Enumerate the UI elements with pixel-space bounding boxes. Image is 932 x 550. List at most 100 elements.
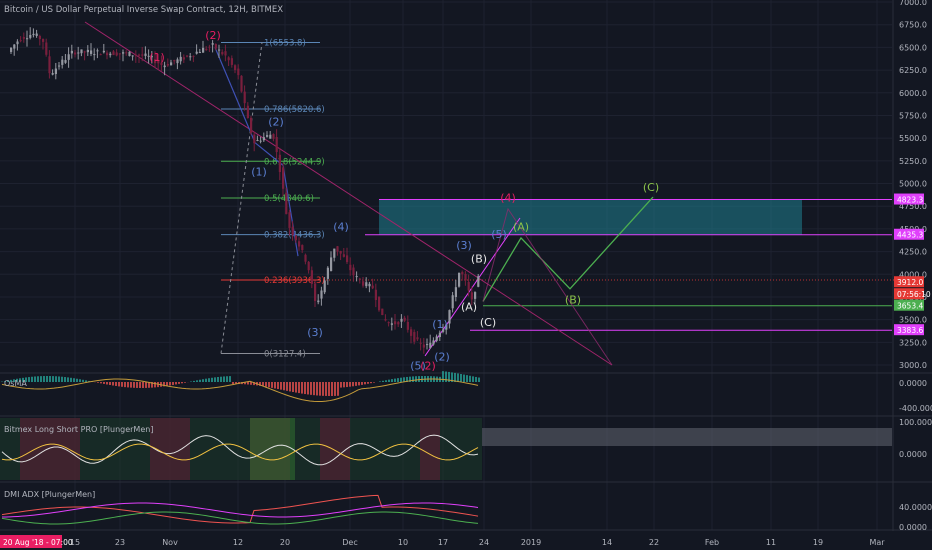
candle [160, 55, 163, 71]
candle-body [234, 65, 237, 70]
bitmex-long-short-pane[interactable]: 100.0000 0.0000 [0, 418, 932, 480]
price-tag: 3653.4 [897, 302, 923, 311]
wave-label: (2) [205, 29, 221, 42]
candle-body [259, 140, 262, 142]
osma-signal [1, 378, 479, 403]
candle-body [122, 52, 125, 54]
candle [291, 221, 294, 241]
candle [474, 291, 477, 305]
candle [330, 251, 333, 272]
candle-body [269, 134, 272, 139]
candle-body [83, 51, 86, 53]
candle-body [10, 47, 13, 52]
candle-body [371, 285, 374, 289]
chart-title: Bitcoin / US Dollar Perpetual Inverse Sw… [4, 5, 283, 15]
candle-body [208, 46, 211, 48]
wave-label: (3) [307, 326, 323, 339]
candle-body [58, 65, 61, 67]
osma-tick: -400.0000 [899, 404, 932, 413]
candle [246, 102, 249, 119]
candle-body [128, 51, 131, 56]
price-tick: 3500.0 [899, 316, 927, 325]
candle-body [227, 57, 230, 61]
candle [333, 248, 336, 262]
price-axis[interactable]: 7000.0 6750.0 6500.0 6250.0 6000.0 5750.0 5500… [894, 0, 931, 370]
candle-body [67, 54, 70, 60]
candle [170, 59, 173, 66]
candle-body [147, 55, 150, 57]
price-tag-bg [894, 193, 924, 205]
candle [461, 270, 464, 281]
candle-body [410, 329, 413, 336]
ls-tick: 100.0000 [899, 418, 932, 427]
price-tick: 5250.0 [899, 157, 927, 166]
candle [112, 50, 115, 56]
candle [154, 51, 157, 68]
candle [195, 44, 198, 55]
candle-body [442, 329, 445, 332]
candle [67, 47, 70, 68]
candle-body [125, 52, 128, 54]
candle-body [86, 49, 89, 53]
candle-body [166, 64, 169, 66]
price-tag-bg [894, 228, 924, 240]
candle-body [346, 255, 349, 263]
candle [390, 317, 393, 331]
candle-body [144, 53, 147, 56]
candle-body [61, 59, 64, 65]
candle-body [291, 226, 294, 235]
candle [214, 43, 217, 51]
candle-body [294, 235, 297, 241]
candle [282, 162, 285, 197]
candle-body [330, 257, 333, 271]
candle-body [157, 59, 160, 64]
candle [374, 283, 377, 308]
osma-tick: 0.0000 [899, 379, 927, 388]
dmi-adx-pane[interactable]: 40.0000 0.0000 [1, 494, 932, 532]
candle-body [211, 43, 214, 45]
candle-body [464, 273, 467, 281]
candle [355, 271, 358, 282]
wave-labels: (2)(1)(2)(1)(4)(3)(5)(2)(1)(2)(3)(5)(4)(… [149, 29, 659, 372]
candle-body [445, 324, 448, 330]
time-label: Feb [705, 538, 719, 547]
candle-body [70, 50, 73, 54]
candle [304, 253, 307, 265]
dmi-tick: 0.0000 [899, 523, 927, 532]
candle-body [35, 33, 38, 36]
candle [397, 320, 400, 328]
candle-body [266, 135, 269, 137]
candle-body [310, 270, 313, 284]
candle [259, 136, 262, 144]
candle-body [195, 51, 198, 54]
time-label: Dec [342, 538, 357, 547]
candle-body [198, 52, 201, 54]
wave-label: (1) [251, 165, 267, 178]
time-label: 10 [398, 538, 408, 547]
candle [38, 34, 41, 46]
candle-body [22, 37, 25, 39]
candle-body [397, 322, 400, 325]
candle [211, 40, 214, 53]
dmi-title: DMI ADX [PlungerMen] [4, 490, 95, 499]
price-tag: 07:56:10 [897, 290, 931, 299]
dmi-line [1, 511, 479, 525]
ls-band [420, 418, 440, 480]
candle [406, 315, 409, 333]
candle-body [336, 246, 339, 252]
wave-label: (2) [420, 360, 436, 373]
osma-pane[interactable]: 0.0000 -400.0000 [1, 371, 932, 413]
projection-line [482, 196, 654, 302]
candle-body [182, 57, 185, 60]
time-axis[interactable]: 15 23 Nov 12 20 Dec 10 17 24 2019 14 22 Feb 11 19 Mar 20… [0, 531, 932, 550]
candle [86, 45, 89, 56]
fib-label: 0.236(3936.3) [264, 276, 325, 286]
time-axis-bg [0, 531, 932, 550]
candle [307, 261, 310, 274]
candle-body [298, 241, 301, 247]
ls-band [320, 418, 350, 480]
candle-body [205, 48, 208, 50]
candle [477, 273, 480, 288]
candle-body [416, 337, 419, 340]
